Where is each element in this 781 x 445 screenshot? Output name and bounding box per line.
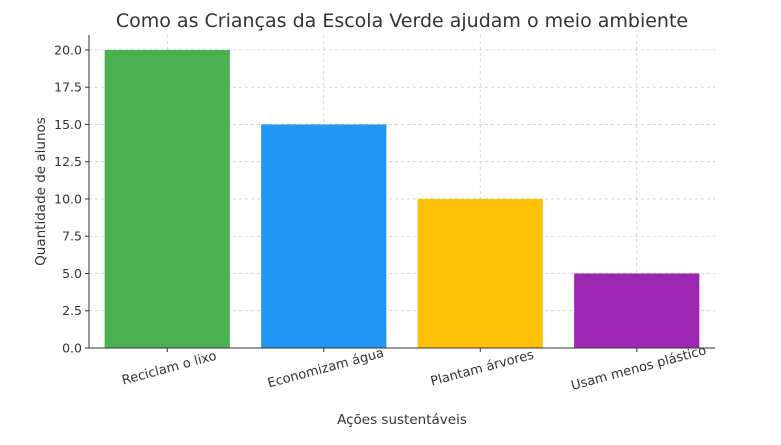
y-tick-label: 17.5 — [54, 80, 82, 95]
y-axis-label: Quantidade de alunos — [33, 117, 49, 266]
y-tick-label: 12.5 — [54, 154, 82, 169]
x-tick-label: Reciclam o lixo — [120, 349, 218, 389]
y-tick-label: 2.5 — [62, 303, 82, 318]
x-ticks: Reciclam o lixo Economizam água Plantam ár… — [120, 343, 708, 394]
y-tick-label: 15.0 — [54, 117, 82, 132]
x-tick-label: Plantam árvores — [429, 348, 536, 390]
chart-title: Como as Crianças da Escola Verde ajudam … — [116, 10, 688, 32]
y-tick-label: 0.0 — [62, 341, 82, 356]
bar-4 — [574, 273, 700, 348]
bar-3 — [417, 198, 543, 348]
x-tick-label: Economizam água — [266, 346, 386, 391]
y-tick-label: 10.0 — [54, 191, 82, 206]
y-ticks: 0.0 2.5 5.0 7.5 10.0 12.5 15.0 17.5 20.0 — [54, 42, 89, 356]
y-tick-label: 20.0 — [54, 42, 82, 57]
bar-1 — [104, 49, 230, 349]
y-tick-label: 5.0 — [62, 266, 82, 281]
x-tick-label: Usam menos plástico — [570, 343, 708, 394]
bar-2 — [261, 124, 387, 348]
bars-layer — [104, 49, 700, 349]
y-tick-label: 7.5 — [62, 229, 82, 244]
x-axis-label: Ações sustentáveis — [337, 412, 467, 428]
